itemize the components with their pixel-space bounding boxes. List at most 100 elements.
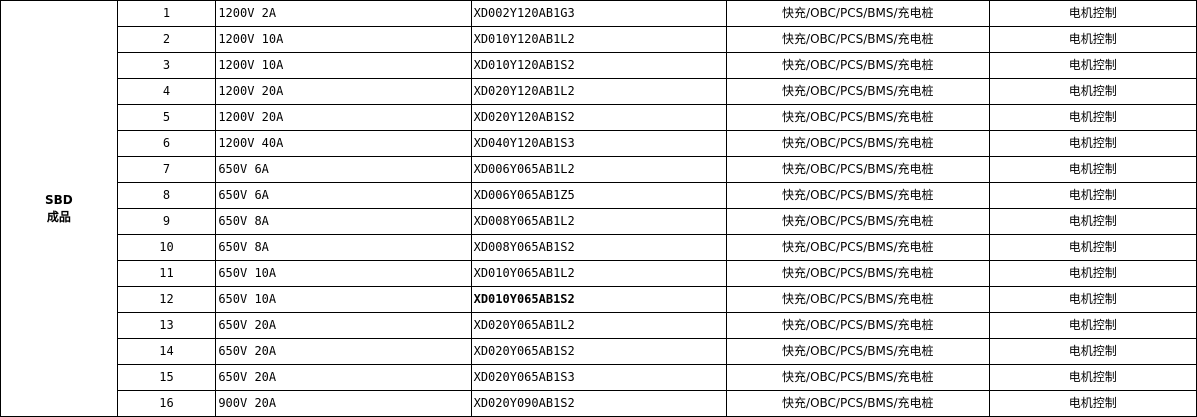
row-number: 16 xyxy=(116,390,217,417)
row-number: 4 xyxy=(116,78,217,105)
row-number: 1 xyxy=(116,0,217,27)
use-cell: 电机控制 xyxy=(988,234,1197,261)
row-number: 8 xyxy=(116,182,217,209)
row-number: 13 xyxy=(116,312,217,339)
application-cell: 快充/OBC/PCS/BMS/充电桩 xyxy=(726,156,990,183)
part-number-cell: XD020Y090AB1S2 xyxy=(470,390,728,417)
part-number-cell: XD010Y065AB1L2 xyxy=(470,260,728,287)
application-cell: 快充/OBC/PCS/BMS/充电桩 xyxy=(726,312,990,339)
use-cell: 电机控制 xyxy=(988,208,1197,235)
part-number-cell: XD020Y120AB1L2 xyxy=(470,78,728,105)
table-row: 2 1200V 10A XD010Y120AB1L2 快充/OBC/PCS/BMS/充… xyxy=(1,26,1197,53)
application-cell: 快充/OBC/PCS/BMS/充电桩 xyxy=(726,182,990,209)
application-cell: 快充/OBC/PCS/BMS/充电桩 xyxy=(726,26,990,53)
table-row: 8 650V 6A XD006Y065AB1Z5 快充/OBC/PCS/BMS/充电桩… xyxy=(1,182,1197,209)
use-cell: 电机控制 xyxy=(988,26,1197,53)
part-number-cell: XD020Y120AB1S2 xyxy=(470,104,728,131)
table-row: 13 650V 20A XD020Y065AB1L2 快充/OBC/PCS/BMS/充… xyxy=(1,312,1197,339)
application-cell: 快充/OBC/PCS/BMS/充电桩 xyxy=(726,52,990,79)
part-number-cell: XD010Y120AB1S2 xyxy=(470,52,728,79)
part-number-cell: XD020Y065AB1S3 xyxy=(470,364,728,391)
use-cell: 电机控制 xyxy=(988,182,1197,209)
application-cell: 快充/OBC/PCS/BMS/充电桩 xyxy=(726,104,990,131)
application-cell: 快充/OBC/PCS/BMS/充电桩 xyxy=(726,78,990,105)
part-number-cell: XD010Y120AB1L2 xyxy=(470,26,728,53)
application-cell: 快充/OBC/PCS/BMS/充电桩 xyxy=(726,130,990,157)
part-number-cell: XD020Y065AB1S2 xyxy=(470,338,728,365)
part-number-cell: XD008Y065AB1S2 xyxy=(470,234,728,261)
spec-cell: 900V 20A xyxy=(215,390,472,417)
row-number: 9 xyxy=(116,208,217,235)
spec-cell: 650V 6A xyxy=(215,156,472,183)
table-row: 7 650V 6A XD006Y065AB1L2 快充/OBC/PCS/BMS/充电桩… xyxy=(1,156,1197,183)
row-number: 12 xyxy=(116,286,217,313)
category-line-1: SBD xyxy=(44,192,73,207)
application-cell: 快充/OBC/PCS/BMS/充电桩 xyxy=(726,260,990,287)
table-row: 14 650V 20A XD020Y065AB1S2 快充/OBC/PCS/BMS/充… xyxy=(1,338,1197,365)
spec-cell: 1200V 2A xyxy=(215,0,472,27)
spec-cell: 650V 10A xyxy=(215,286,472,313)
spec-cell: 1200V 20A xyxy=(215,104,472,131)
table-row: 6 1200V 40A XD040Y120AB1S3 快充/OBC/PCS/BMS/充… xyxy=(1,130,1197,157)
row-number: 3 xyxy=(116,52,217,79)
part-number-cell: XD006Y065AB1Z5 xyxy=(470,182,728,209)
table-row: 3 1200V 10A XD010Y120AB1S2 快充/OBC/PCS/BMS/充… xyxy=(1,52,1197,79)
spec-cell: 650V 20A xyxy=(215,338,472,365)
application-cell: 快充/OBC/PCS/BMS/充电桩 xyxy=(726,286,990,313)
table-row: 12 650V 10A XD010Y065AB1S2 快充/OBC/PCS/BMS/充… xyxy=(1,286,1197,313)
table-row: 9 650V 8A XD008Y065AB1L2 快充/OBC/PCS/BMS/充电桩… xyxy=(1,208,1197,235)
application-cell: 快充/OBC/PCS/BMS/充电桩 xyxy=(726,0,990,27)
category-cell: SBD 成品 xyxy=(0,0,118,417)
use-cell: 电机控制 xyxy=(988,52,1197,79)
table-row: 5 1200V 20A XD020Y120AB1S2 快充/OBC/PCS/BMS/充… xyxy=(1,104,1197,131)
spec-cell: 650V 8A xyxy=(215,208,472,235)
spec-cell: 650V 20A xyxy=(215,312,472,339)
use-cell: 电机控制 xyxy=(988,312,1197,339)
application-cell: 快充/OBC/PCS/BMS/充电桩 xyxy=(726,234,990,261)
part-number-cell: XD002Y120AB1G3 xyxy=(470,0,728,27)
use-cell: 电机控制 xyxy=(988,338,1197,365)
part-number-cell: XD020Y065AB1L2 xyxy=(470,312,728,339)
row-number: 6 xyxy=(116,130,217,157)
spec-cell: 1200V 10A xyxy=(215,52,472,79)
row-number: 14 xyxy=(116,338,217,365)
use-cell: 电机控制 xyxy=(988,78,1197,105)
spec-cell: 1200V 10A xyxy=(215,26,472,53)
spec-cell: 650V 20A xyxy=(215,364,472,391)
spec-cell: 1200V 20A xyxy=(215,78,472,105)
application-cell: 快充/OBC/PCS/BMS/充电桩 xyxy=(726,338,990,365)
row-number: 15 xyxy=(116,364,217,391)
use-cell: 电机控制 xyxy=(988,156,1197,183)
part-number-cell: XD010Y065AB1S2 xyxy=(470,286,728,313)
use-cell: 电机控制 xyxy=(988,0,1197,27)
row-number: 7 xyxy=(116,156,217,183)
row-number: 10 xyxy=(116,234,217,261)
part-number-cell: XD040Y120AB1S3 xyxy=(470,130,728,157)
spec-cell: 650V 8A xyxy=(215,234,472,261)
table-row: 10 650V 8A XD008Y065AB1S2 快充/OBC/PCS/BMS/充电… xyxy=(1,234,1197,261)
use-cell: 电机控制 xyxy=(988,260,1197,287)
use-cell: 电机控制 xyxy=(988,286,1197,313)
row-number: 11 xyxy=(116,260,217,287)
application-cell: 快充/OBC/PCS/BMS/充电桩 xyxy=(726,364,990,391)
row-number: 5 xyxy=(116,104,217,131)
part-number-cell: XD006Y065AB1L2 xyxy=(470,156,728,183)
category-line-2: 成品 xyxy=(46,209,71,224)
table-row: 11 650V 10A XD010Y065AB1L2 快充/OBC/PCS/BMS/充… xyxy=(1,260,1197,287)
spec-cell: 1200V 40A xyxy=(215,130,472,157)
use-cell: 电机控制 xyxy=(988,364,1197,391)
use-cell: 电机控制 xyxy=(988,130,1197,157)
table-row: 16 900V 20A XD020Y090AB1S2 快充/OBC/PCS/BMS/充… xyxy=(1,390,1197,417)
part-number-cell: XD008Y065AB1L2 xyxy=(470,208,728,235)
row-number: 2 xyxy=(116,26,217,53)
spec-cell: 650V 6A xyxy=(215,182,472,209)
spec-cell: 650V 10A xyxy=(215,260,472,287)
use-cell: 电机控制 xyxy=(988,104,1197,131)
table-row: 15 650V 20A XD020Y065AB1S3 快充/OBC/PCS/BMS/充… xyxy=(1,364,1197,391)
application-cell: 快充/OBC/PCS/BMS/充电桩 xyxy=(726,208,990,235)
table-row: 4 1200V 20A XD020Y120AB1L2 快充/OBC/PCS/BMS/充… xyxy=(1,78,1197,105)
use-cell: 电机控制 xyxy=(988,390,1197,417)
